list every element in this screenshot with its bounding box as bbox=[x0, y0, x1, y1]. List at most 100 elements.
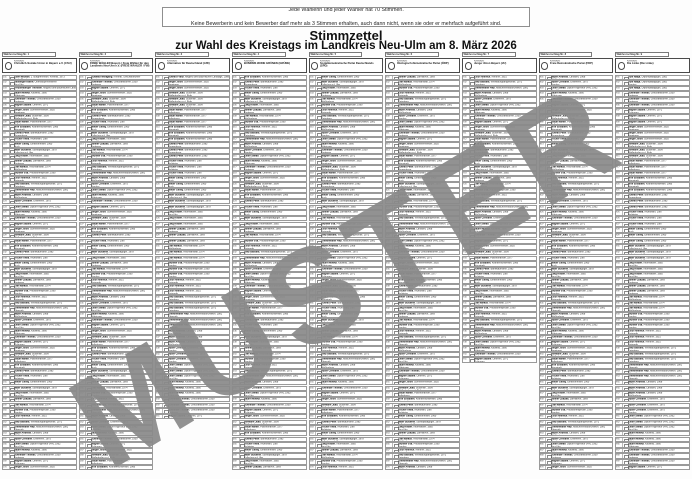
candidate-vote-box[interactable] bbox=[393, 324, 399, 328]
candidate-vote-box[interactable] bbox=[10, 115, 15, 119]
candidate-vote-box[interactable] bbox=[10, 234, 15, 238]
candidate-vote-box[interactable] bbox=[86, 81, 92, 85]
candidate-vote-box[interactable] bbox=[623, 228, 629, 232]
candidate-vote-box[interactable] bbox=[393, 245, 399, 249]
candidate-vote-box[interactable] bbox=[163, 257, 169, 261]
candidate-vote-box[interactable] bbox=[393, 115, 399, 119]
candidate-vote-box[interactable] bbox=[393, 330, 399, 334]
candidate-vote-box[interactable] bbox=[393, 138, 399, 142]
candidate-vote-box[interactable] bbox=[86, 460, 92, 464]
candidate-vote-box[interactable] bbox=[393, 268, 399, 272]
candidate-vote-box[interactable] bbox=[393, 387, 399, 391]
candidate-vote-box[interactable] bbox=[623, 206, 629, 210]
candidate-vote-box[interactable] bbox=[10, 240, 15, 244]
candidate-vote-box[interactable] bbox=[393, 98, 399, 102]
candidate-vote-box[interactable] bbox=[86, 438, 92, 442]
candidate-vote-box[interactable] bbox=[10, 415, 15, 419]
candidate-vote-box[interactable] bbox=[623, 166, 629, 170]
candidate-vote-box[interactable] bbox=[86, 302, 92, 306]
candidate-vote-box[interactable] bbox=[163, 387, 169, 391]
candidate-vote-box[interactable] bbox=[163, 336, 169, 340]
candidate-vote-box[interactable] bbox=[393, 364, 399, 368]
candidate-vote-box[interactable] bbox=[623, 460, 629, 464]
candidate-vote-box[interactable] bbox=[86, 194, 92, 198]
candidate-vote-box[interactable] bbox=[86, 290, 92, 295]
candidate-vote-box[interactable] bbox=[623, 307, 629, 312]
candidate-vote-box[interactable] bbox=[393, 449, 399, 453]
candidate-vote-box[interactable] bbox=[86, 138, 92, 142]
candidate-vote-box[interactable] bbox=[623, 76, 629, 80]
candidate-vote-box[interactable] bbox=[623, 353, 629, 357]
candidate-vote-box[interactable] bbox=[623, 81, 629, 85]
candidate-vote-box[interactable] bbox=[163, 358, 169, 362]
candidate-vote-box[interactable] bbox=[10, 285, 15, 289]
candidate-vote-box[interactable] bbox=[86, 228, 92, 232]
candidate-vote-box[interactable] bbox=[623, 358, 629, 362]
candidate-vote-box[interactable] bbox=[393, 421, 399, 425]
candidate-vote-box[interactable] bbox=[10, 194, 15, 198]
candidate-vote-box[interactable] bbox=[163, 217, 169, 221]
candidate-vote-box[interactable] bbox=[393, 228, 399, 232]
candidate-vote-box[interactable] bbox=[163, 347, 169, 351]
candidate-vote-box[interactable] bbox=[86, 172, 92, 176]
candidate-vote-box[interactable] bbox=[163, 290, 169, 295]
candidate-vote-box[interactable] bbox=[10, 330, 15, 334]
candidate-vote-box[interactable] bbox=[623, 138, 629, 142]
candidate-vote-box[interactable] bbox=[86, 245, 92, 249]
candidate-vote-box[interactable] bbox=[86, 109, 92, 114]
candidate-vote-box[interactable] bbox=[10, 172, 15, 176]
candidate-vote-box[interactable] bbox=[623, 104, 629, 108]
candidate-vote-box[interactable] bbox=[393, 290, 399, 295]
candidate-vote-box[interactable] bbox=[10, 319, 15, 323]
candidate-vote-box[interactable] bbox=[163, 228, 169, 232]
candidate-vote-box[interactable] bbox=[163, 143, 169, 147]
candidate-vote-box[interactable] bbox=[86, 370, 92, 374]
candidate-vote-box[interactable] bbox=[623, 223, 629, 227]
candidate-vote-box[interactable] bbox=[393, 121, 399, 125]
candidate-vote-box[interactable] bbox=[393, 92, 399, 97]
candidate-vote-box[interactable] bbox=[163, 211, 169, 215]
candidate-vote-box[interactable] bbox=[163, 302, 169, 306]
candidate-vote-box[interactable] bbox=[10, 121, 15, 125]
candidate-vote-box[interactable] bbox=[623, 313, 629, 317]
list-vote-circle[interactable] bbox=[464, 62, 472, 70]
candidate-vote-box[interactable] bbox=[623, 257, 629, 261]
candidate-vote-box[interactable] bbox=[623, 132, 629, 136]
candidate-vote-box[interactable] bbox=[86, 381, 92, 385]
candidate-vote-box[interactable] bbox=[393, 307, 399, 312]
candidate-vote-box[interactable] bbox=[393, 426, 399, 430]
candidate-vote-box[interactable] bbox=[10, 98, 15, 102]
candidate-vote-box[interactable] bbox=[163, 126, 169, 131]
candidate-vote-box[interactable] bbox=[86, 347, 92, 351]
candidate-vote-box[interactable] bbox=[163, 268, 169, 272]
candidate-vote-box[interactable] bbox=[623, 245, 629, 249]
candidate-vote-box[interactable] bbox=[10, 324, 15, 328]
candidate-vote-box[interactable] bbox=[163, 200, 169, 204]
candidate-vote-box[interactable] bbox=[393, 189, 399, 193]
candidate-vote-box[interactable] bbox=[86, 364, 92, 368]
candidate-vote-box[interactable] bbox=[86, 285, 92, 289]
candidate-vote-box[interactable] bbox=[86, 319, 92, 323]
candidate-vote-box[interactable] bbox=[623, 285, 629, 289]
candidate-vote-box[interactable] bbox=[393, 302, 399, 306]
candidate-vote-box[interactable] bbox=[163, 166, 169, 170]
candidate-vote-box[interactable] bbox=[86, 177, 92, 181]
candidate-vote-box[interactable] bbox=[623, 126, 629, 131]
candidate-vote-box[interactable] bbox=[10, 166, 15, 170]
candidate-vote-box[interactable] bbox=[623, 415, 629, 419]
candidate-vote-box[interactable] bbox=[623, 172, 629, 176]
candidate-vote-box[interactable] bbox=[10, 228, 15, 232]
candidate-vote-box[interactable] bbox=[10, 183, 15, 187]
candidate-vote-box[interactable] bbox=[10, 466, 15, 470]
candidate-vote-box[interactable] bbox=[393, 279, 399, 283]
candidate-vote-box[interactable] bbox=[393, 172, 399, 176]
candidate-vote-box[interactable] bbox=[86, 432, 92, 436]
candidate-vote-box[interactable] bbox=[86, 143, 92, 147]
candidate-vote-box[interactable] bbox=[393, 375, 399, 379]
candidate-vote-box[interactable] bbox=[393, 285, 399, 289]
candidate-vote-box[interactable] bbox=[163, 234, 169, 238]
candidate-vote-box[interactable] bbox=[10, 302, 15, 306]
candidate-vote-box[interactable] bbox=[10, 460, 15, 464]
candidate-vote-box[interactable] bbox=[623, 409, 629, 413]
candidate-vote-box[interactable] bbox=[10, 92, 15, 97]
